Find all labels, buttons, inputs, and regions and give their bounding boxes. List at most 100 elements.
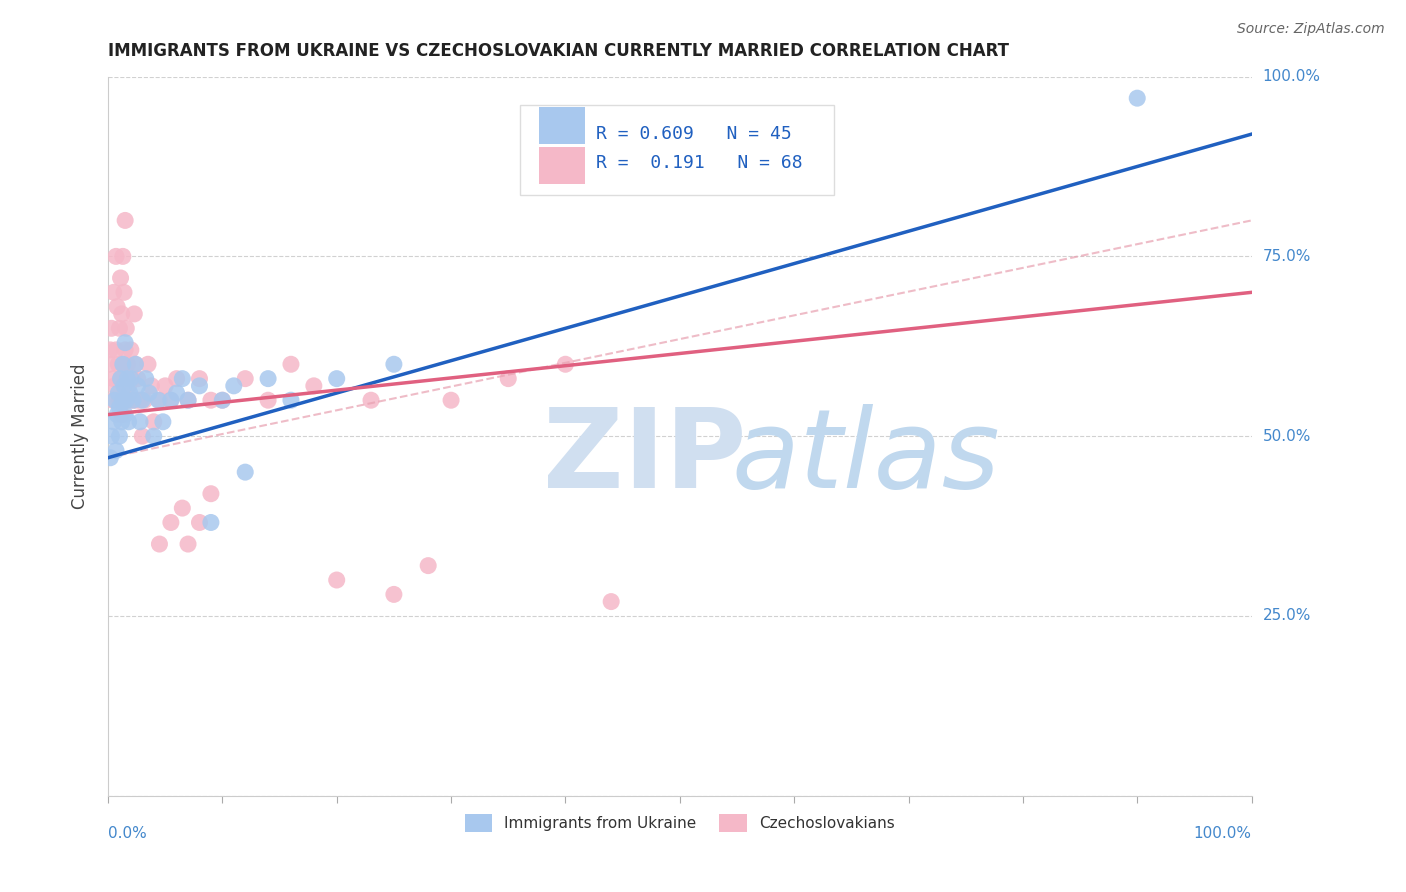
Point	[110, 371, 132, 385]
Point	[200, 393, 222, 408]
Point	[124, 357, 146, 371]
Text: 75.0%: 75.0%	[1263, 249, 1310, 264]
Point	[600, 594, 623, 608]
Text: 25.0%: 25.0%	[1263, 608, 1310, 624]
Point	[233, 371, 256, 385]
Point	[110, 271, 132, 285]
Point	[114, 213, 136, 227]
Point	[172, 501, 194, 516]
Point	[100, 429, 122, 443]
Point	[177, 393, 200, 408]
Text: IMMIGRANTS FROM UKRAINE VS CZECHOSLOVAKIAN CURRENTLY MARRIED CORRELATION CHART: IMMIGRANTS FROM UKRAINE VS CZECHOSLOVAKI…	[108, 42, 1010, 60]
Point	[131, 393, 153, 408]
Point	[233, 465, 256, 479]
Point	[280, 357, 302, 371]
Bar	[538, 107, 585, 145]
Point	[148, 537, 170, 551]
Point	[104, 379, 127, 393]
Text: atlas: atlas	[731, 404, 1000, 511]
Point	[257, 371, 280, 385]
Point	[177, 537, 200, 551]
Point	[325, 371, 347, 385]
Point	[136, 357, 159, 371]
Point	[302, 379, 325, 393]
Point	[148, 393, 170, 408]
Point	[105, 343, 128, 357]
Point	[1126, 91, 1149, 105]
Point	[127, 371, 149, 385]
Point	[103, 285, 125, 300]
Point	[138, 386, 160, 401]
Point	[129, 393, 152, 408]
Point	[98, 357, 121, 371]
Text: 50.0%: 50.0%	[1263, 429, 1310, 443]
Text: 100.0%: 100.0%	[1194, 826, 1251, 841]
Point	[440, 393, 463, 408]
Point	[160, 393, 183, 408]
Point	[280, 393, 302, 408]
Point	[496, 371, 519, 385]
Point	[141, 379, 163, 393]
Point	[111, 249, 134, 263]
Point	[117, 415, 139, 429]
Point	[153, 379, 176, 393]
Point	[98, 343, 121, 357]
Point	[122, 393, 145, 408]
Point	[108, 393, 131, 408]
Point	[131, 429, 153, 443]
Point	[188, 516, 211, 530]
Point	[124, 357, 146, 371]
Point	[554, 357, 576, 371]
Point	[382, 587, 405, 601]
Point	[111, 415, 134, 429]
Point	[101, 393, 124, 408]
Point	[108, 429, 131, 443]
Point	[160, 516, 183, 530]
Point	[200, 486, 222, 500]
FancyBboxPatch shape	[520, 105, 834, 195]
Point	[112, 379, 135, 393]
Point	[172, 371, 194, 385]
Text: Source: ZipAtlas.com: Source: ZipAtlas.com	[1237, 22, 1385, 37]
Point	[111, 357, 134, 371]
Point	[118, 386, 141, 401]
Text: 0.0%: 0.0%	[108, 826, 146, 841]
Point	[166, 386, 188, 401]
Point	[257, 393, 280, 408]
Point	[200, 516, 222, 530]
Point	[188, 371, 211, 385]
Point	[118, 393, 141, 408]
Point	[135, 371, 157, 385]
Point	[110, 371, 132, 385]
Point	[115, 321, 138, 335]
Point	[166, 371, 188, 385]
Point	[104, 393, 127, 408]
Point	[124, 307, 146, 321]
Point	[148, 393, 170, 408]
Point	[121, 371, 143, 385]
Point	[114, 335, 136, 350]
Point	[111, 357, 134, 371]
Point	[134, 393, 156, 408]
Point	[105, 408, 128, 422]
Point	[114, 379, 136, 393]
Text: R =  0.191   N = 68: R = 0.191 N = 68	[596, 154, 803, 172]
Point	[117, 371, 139, 385]
Point	[105, 249, 128, 263]
Point	[103, 415, 125, 429]
Legend: Immigrants from Ukraine, Czechoslovakians: Immigrants from Ukraine, Czechoslovakian…	[458, 807, 901, 838]
Point	[122, 393, 145, 408]
Point	[105, 300, 128, 314]
Point	[177, 393, 200, 408]
Point	[107, 357, 129, 371]
Point	[160, 393, 183, 408]
Point	[100, 321, 122, 335]
Point	[108, 321, 131, 335]
Point	[112, 393, 135, 408]
Point	[127, 379, 149, 393]
Point	[152, 415, 174, 429]
Point	[418, 558, 440, 573]
Point	[103, 371, 125, 385]
Point	[382, 357, 405, 371]
Point	[105, 443, 128, 458]
